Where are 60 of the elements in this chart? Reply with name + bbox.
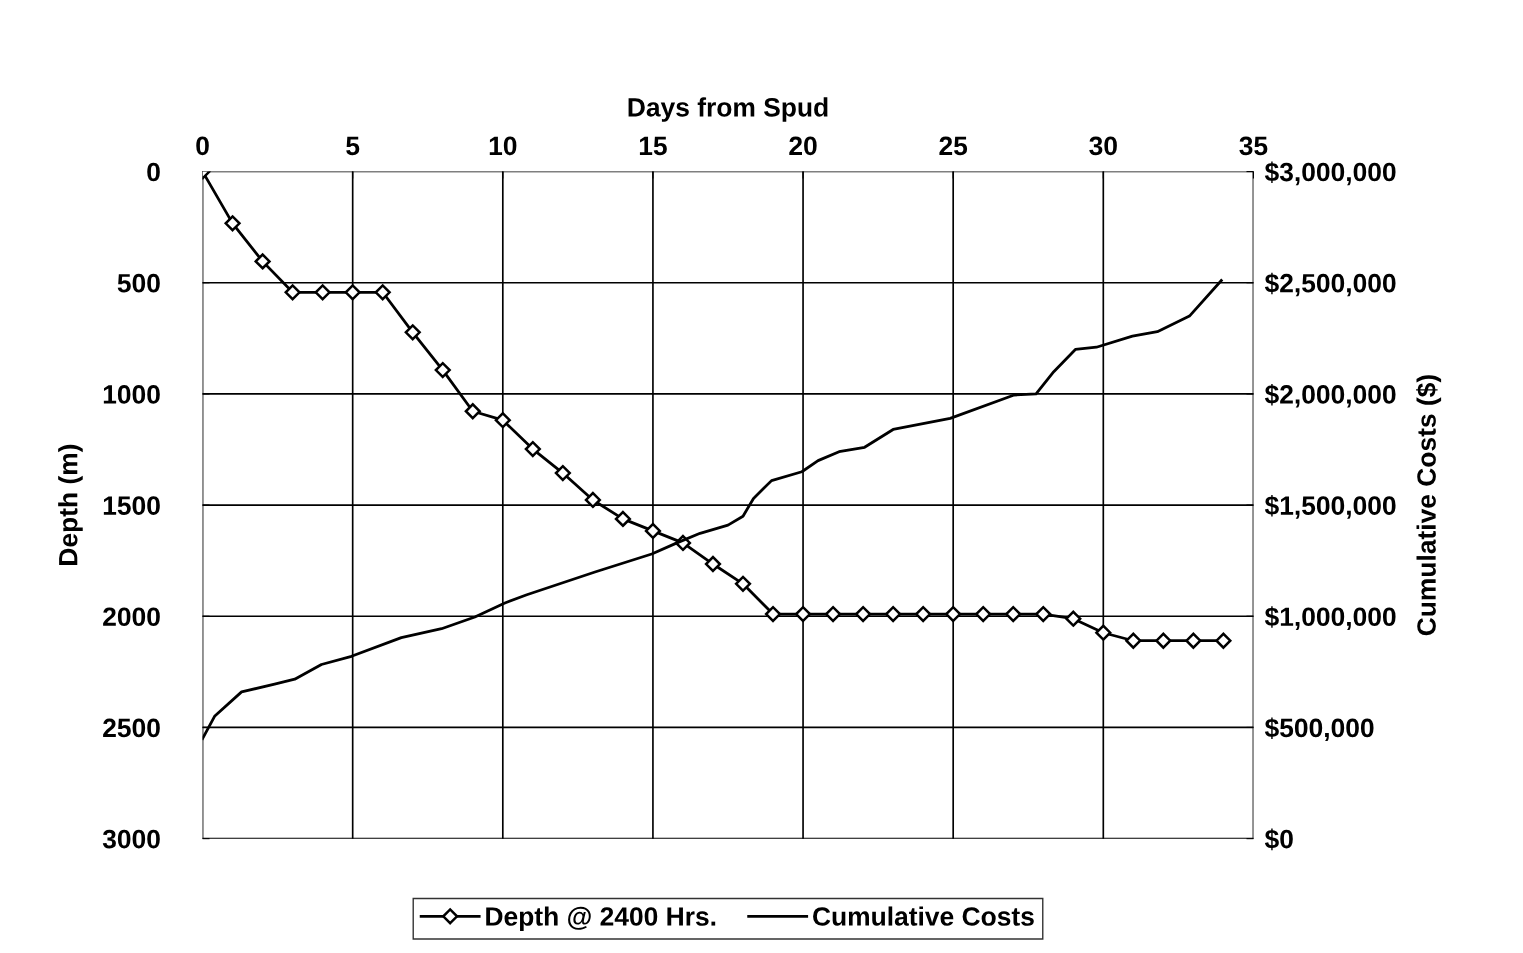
y2-axis-title: Cumulative Costs ($): [1416, 375, 1442, 636]
point: [584, 491, 602, 509]
point: [254, 253, 271, 270]
y-tick-label: 500: [117, 273, 160, 293]
point: [854, 605, 872, 623]
point: [1035, 605, 1052, 623]
point: [1095, 624, 1112, 641]
point: [464, 403, 481, 420]
point: [764, 605, 782, 623]
point: [314, 284, 331, 301]
y2-tick-label: $1,000,000: [1264, 606, 1396, 630]
point: [284, 284, 301, 301]
point: [404, 324, 421, 341]
point: [524, 440, 541, 458]
point: [614, 510, 632, 527]
y-axis-title: Depth (m): [58, 444, 83, 565]
x-tick-label: 0: [196, 136, 209, 156]
point: [824, 605, 842, 623]
point: [344, 284, 361, 301]
point: [554, 464, 571, 482]
x-tick-label: 5: [346, 136, 360, 156]
point: [374, 284, 391, 301]
x-tick-label: 25: [939, 136, 968, 156]
point: [224, 215, 241, 232]
point: [494, 412, 511, 429]
legend-label: Cumulative Costs: [813, 906, 1034, 926]
point: [734, 575, 752, 592]
y-tick-label: 2000: [103, 607, 160, 627]
y-tick-label: 2500: [103, 718, 160, 738]
x-axis-title: Days from Spud: [628, 97, 828, 122]
y2-tick-label: $3,000,000: [1264, 161, 1396, 186]
y2-tick-label: $0: [1264, 828, 1293, 851]
point: [434, 361, 451, 379]
legend-label: Depth @ 2400 Hrs.: [486, 906, 716, 932]
point: [1005, 605, 1022, 623]
y2-tick-label: $2,500,000: [1264, 272, 1396, 297]
y-tick-label: 1500: [103, 496, 160, 515]
x-tick-label: 20: [789, 136, 817, 156]
x-tick-label: 30: [1089, 136, 1117, 156]
point: [1215, 632, 1232, 649]
x-tick-label: 15: [639, 136, 667, 156]
point: [885, 605, 902, 623]
point: [915, 605, 932, 623]
y2-tick-label: $500,000: [1264, 717, 1374, 742]
y-tick-label: 3000: [102, 829, 160, 849]
point: [1185, 632, 1202, 649]
point: [1125, 632, 1142, 649]
point: [704, 555, 722, 573]
x-tick-label: 35: [1239, 136, 1268, 156]
point: [975, 605, 992, 623]
y-tick-label: 0: [147, 162, 160, 182]
x-tick-label: 10: [489, 136, 517, 156]
point: [1155, 632, 1172, 649]
y2-tick-label: $1,500,000: [1264, 495, 1396, 519]
point: [945, 605, 962, 623]
y-tick-label: 1000: [103, 385, 160, 404]
point: [794, 605, 812, 623]
y2-tick-label: $2,000,000: [1264, 383, 1396, 408]
point: [644, 522, 662, 540]
point: [1065, 610, 1082, 627]
